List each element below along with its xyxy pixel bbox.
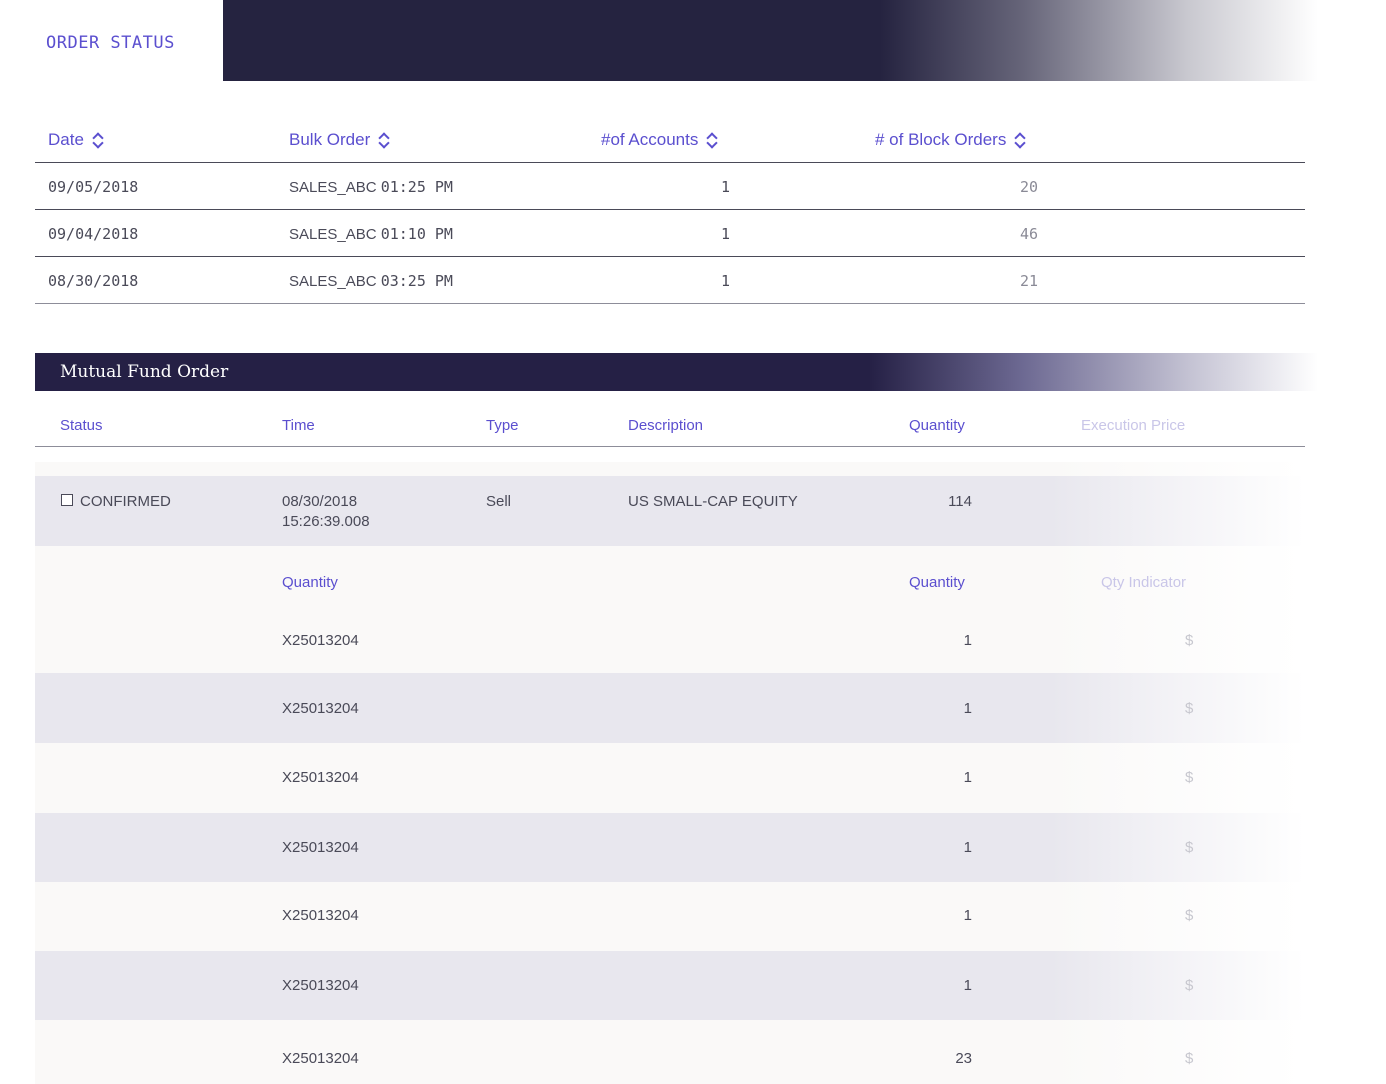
sub-row-indicator: $ (1185, 907, 1194, 924)
order-type: Sell (486, 493, 512, 510)
column-header-description: Description (628, 417, 704, 434)
list-item[interactable]: X25013204 1 $ (35, 813, 1305, 882)
order-time: 15:26:39.008 (282, 513, 370, 530)
column-header-accounts[interactable]: #of Accounts (601, 130, 718, 150)
row-date: 09/05/2018 (48, 178, 139, 196)
sub-table: Quantity Quantity Qty Indicator X2501320… (35, 546, 1305, 673)
order-row[interactable]: CONFIRMED 08/30/2018 15:26:39.008 Sell U… (35, 476, 1305, 546)
column-header-block-orders[interactable]: # of Block Orders (875, 130, 1026, 150)
table-row[interactable]: 09/05/2018 SALES_ABC 01:25 PM 1 20 (35, 163, 1305, 210)
sort-icon[interactable] (706, 131, 718, 149)
order-status-header: Date Bulk Order #of Accounts # of Block … (35, 118, 1305, 163)
row-block-orders: 21 (1020, 272, 1039, 290)
top-bar: ORDER STATUS (0, 0, 1386, 81)
mutual-fund-title: Mutual Fund Order (60, 362, 229, 382)
sub-row-id: X25013204 (282, 632, 359, 649)
column-header-bulk-order[interactable]: Bulk Order (289, 130, 390, 150)
sub-row-indicator: $ (1185, 769, 1194, 786)
row-date: 08/30/2018 (48, 272, 139, 290)
sub-column-header-quantity: Quantity (282, 574, 338, 591)
row-accounts: 1 (721, 272, 731, 290)
sub-row-quantity: 1 (963, 977, 972, 994)
sub-column-header-quantity-2: Quantity (909, 574, 965, 591)
sub-row-quantity: 1 (963, 632, 972, 649)
sort-icon[interactable] (1014, 131, 1026, 149)
sub-row-indicator: $ (1185, 839, 1194, 856)
sub-row-id: X25013204 (282, 700, 359, 717)
column-header-time: Time (282, 417, 315, 434)
row-bulk-order: SALES_ABC 01:10 PM (289, 225, 453, 243)
mutual-fund-header: Status Time Type Description Quantity Ex… (35, 391, 1305, 447)
column-header-execution-price: Execution Price (1081, 417, 1186, 434)
sub-row-id: X25013204 (282, 769, 359, 786)
order-date: 08/30/2018 (282, 493, 358, 510)
spacer (35, 462, 1305, 476)
sub-row-id: X25013204 (282, 839, 359, 856)
table-row[interactable]: 09/04/2018 SALES_ABC 01:10 PM 1 46 (35, 210, 1305, 257)
sub-row-indicator: $ (1185, 632, 1194, 649)
order-status-table: Date Bulk Order #of Accounts # of Block … (35, 118, 1305, 304)
header-band (223, 0, 1318, 81)
list-item[interactable]: X25013204 23 $ (35, 1020, 1305, 1084)
table-row[interactable]: 08/30/2018 SALES_ABC 03:25 PM 1 21 (35, 257, 1305, 304)
sort-icon[interactable] (92, 131, 104, 149)
sort-icon[interactable] (378, 131, 390, 149)
column-header-status: Status (60, 417, 103, 434)
list-item[interactable]: X25013204 1 $ (35, 882, 1305, 951)
row-bulk-order: SALES_ABC 03:25 PM (289, 272, 453, 290)
tab-order-status-label: ORDER STATUS (46, 33, 175, 53)
row-accounts: 1 (721, 225, 731, 243)
row-accounts: 1 (721, 178, 731, 196)
row-block-orders: 46 (1020, 225, 1039, 243)
list-item[interactable]: X25013204 1 $ (35, 743, 1305, 813)
order-checkbox[interactable] (61, 494, 73, 506)
sub-row-quantity: 1 (963, 769, 972, 786)
sub-row-quantity: 1 (963, 839, 972, 856)
sub-column-header-qty-indicator: Qty Indicator (1101, 574, 1187, 591)
list-item[interactable]: X25013204 1 $ (35, 951, 1305, 1020)
sub-row-indicator: $ (1185, 977, 1194, 994)
mutual-fund-title-bar: Mutual Fund Order (35, 353, 1318, 391)
row-block-orders: 20 (1020, 178, 1039, 196)
sub-row-quantity: 1 (963, 700, 972, 717)
sub-row-indicator: $ (1185, 700, 1194, 717)
sub-row-quantity: 23 (955, 1050, 972, 1067)
order-status: CONFIRMED (80, 493, 171, 510)
sub-row-id: X25013204 (282, 977, 359, 994)
column-header-quantity: Quantity (909, 417, 965, 434)
sub-row-id: X25013204 (282, 907, 359, 924)
order-description: US SMALL-CAP EQUITY (628, 493, 798, 510)
row-date: 09/04/2018 (48, 225, 139, 243)
list-item[interactable]: X25013204 1 $ (35, 673, 1305, 743)
tab-order-status[interactable]: ORDER STATUS (0, 0, 223, 81)
order-quantity: 114 (948, 493, 972, 510)
column-header-date[interactable]: Date (48, 130, 104, 150)
sub-row-indicator: $ (1185, 1050, 1194, 1067)
row-bulk-order: SALES_ABC 01:25 PM (289, 178, 453, 196)
sub-row-id: X25013204 (282, 1050, 359, 1067)
sub-row-quantity: 1 (963, 907, 972, 924)
column-header-type: Type (486, 417, 519, 434)
